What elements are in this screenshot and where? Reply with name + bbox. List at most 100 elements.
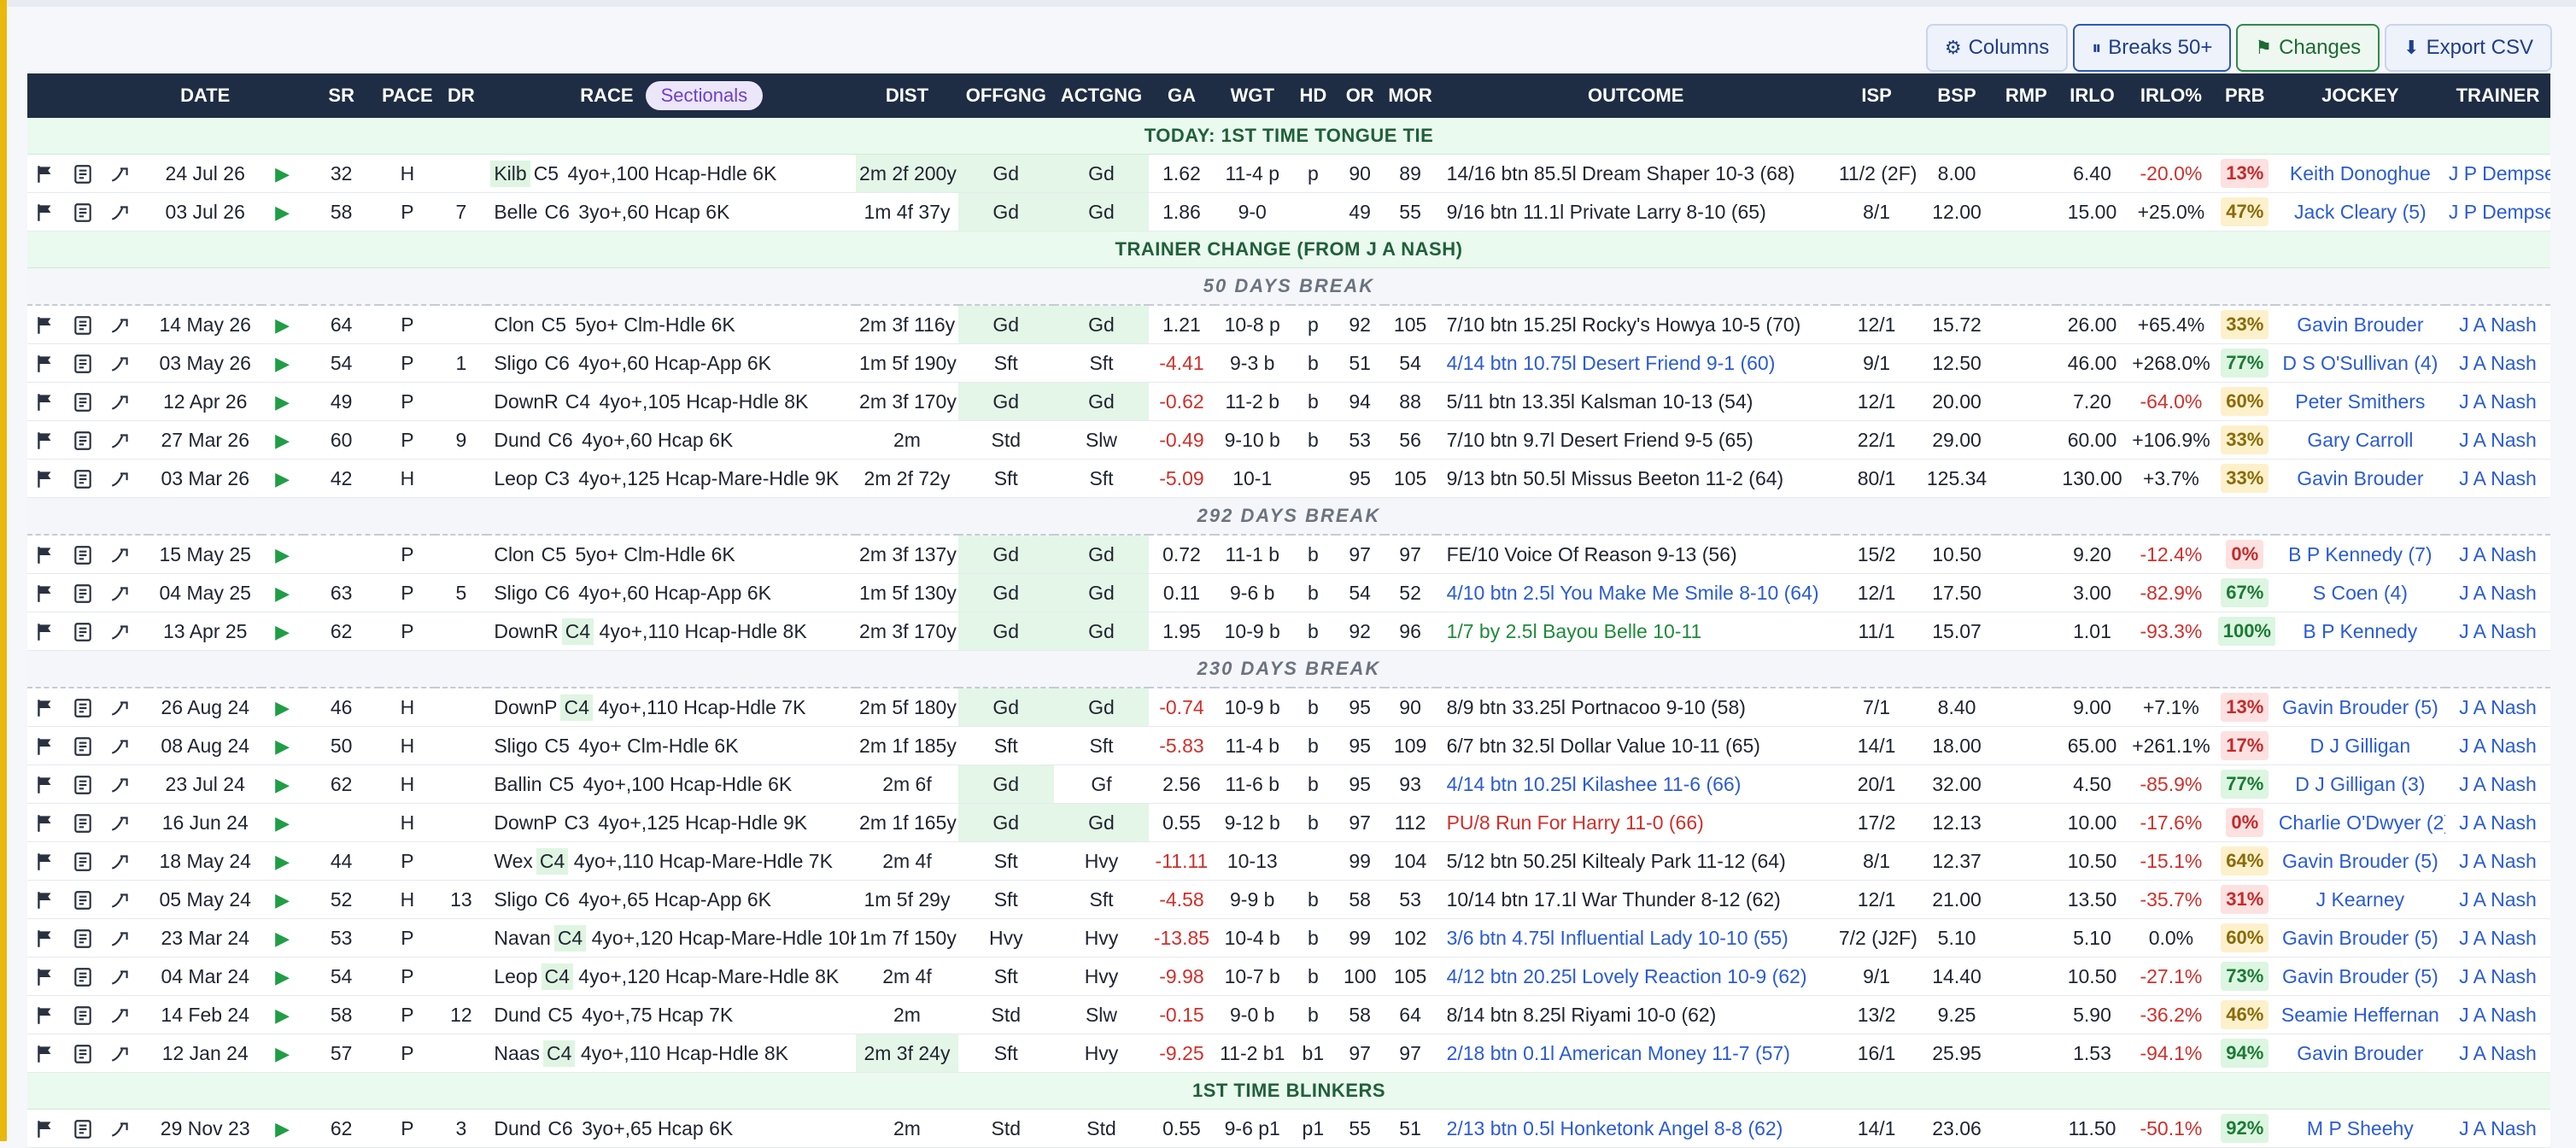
- trainer-link[interactable]: J A Nash: [2444, 1109, 2550, 1148]
- race-description[interactable]: DownP C4 4yo+,110 Hcap-Hdle 7K: [487, 687, 857, 727]
- flag-icon[interactable]: [34, 583, 56, 605]
- trainer-link[interactable]: J A Nash: [2444, 612, 2550, 651]
- trainer-link[interactable]: J A Nash: [2444, 841, 2550, 881]
- race-description[interactable]: Sligo C6 4yo+,60 Hcap-App 6K: [487, 573, 857, 612]
- notes-icon[interactable]: [72, 774, 94, 796]
- flag-icon[interactable]: [34, 1004, 56, 1027]
- export-csv-button[interactable]: ⬇ Export CSV: [2385, 24, 2552, 72]
- trainer-link[interactable]: J A Nash: [2444, 880, 2550, 919]
- trend-icon[interactable]: [109, 966, 132, 988]
- play-icon[interactable]: ▶: [275, 965, 290, 987]
- jockey-link[interactable]: Seamie Heffernan: [2274, 995, 2445, 1034]
- notes-icon[interactable]: [72, 735, 94, 758]
- jockey-link[interactable]: D J Gilligan (3): [2274, 764, 2445, 804]
- breaks-button[interactable]: ⏸ Breaks 50+: [2073, 24, 2232, 72]
- flag-icon[interactable]: [34, 1043, 56, 1065]
- flag-icon[interactable]: [34, 430, 56, 452]
- col-date[interactable]: DATE: [180, 85, 231, 106]
- notes-icon[interactable]: [72, 1004, 94, 1027]
- table-row[interactable]: 18 May 24 ▶ 44 P Wex C4 4yo+,110 Hcap-Mare-Hd…: [27, 841, 2550, 881]
- race-description[interactable]: Clon C5 5yo+ Clm-Hdle 6K: [487, 304, 857, 344]
- race-description[interactable]: Clon C5 5yo+ Clm-Hdle 6K: [487, 534, 857, 574]
- changes-button[interactable]: ⚑ Changes: [2236, 24, 2380, 72]
- notes-icon[interactable]: [72, 353, 94, 375]
- trainer-link[interactable]: J A Nash: [2444, 573, 2550, 612]
- jockey-link[interactable]: B P Kennedy: [2274, 612, 2445, 651]
- play-icon[interactable]: ▶: [275, 696, 290, 718]
- trend-icon[interactable]: [109, 735, 132, 758]
- play-icon[interactable]: ▶: [275, 927, 290, 949]
- notes-icon[interactable]: [72, 1118, 94, 1140]
- col-dr[interactable]: DR: [447, 85, 475, 106]
- play-icon[interactable]: ▶: [275, 850, 290, 872]
- jockey-link[interactable]: Peter Smithers: [2274, 382, 2445, 421]
- table-row[interactable]: 03 May 26 ▶ 54 P 1 Sligo C6 4yo+,60 Hcap-App 6…: [27, 343, 2550, 383]
- notes-icon[interactable]: [72, 314, 94, 337]
- table-row[interactable]: 13 Apr 25 ▶ 62 P DownR C4 4yo+,110 Hcap-Hdle …: [27, 612, 2550, 651]
- notes-icon[interactable]: [72, 468, 94, 490]
- jockey-link[interactable]: B P Kennedy (7): [2274, 534, 2445, 574]
- race-description[interactable]: Kilb C5 4yo+,100 Hcap-Hdle 6K: [487, 154, 857, 193]
- notes-icon[interactable]: [72, 966, 94, 988]
- trend-icon[interactable]: [109, 468, 132, 490]
- trend-icon[interactable]: [109, 202, 132, 224]
- table-row[interactable]: 15 May 25 ▶ P Clon C5 5yo+ Clm-Hdle 6K 2m 3f …: [27, 534, 2550, 574]
- race-description[interactable]: DownP C3 4yo+,125 Hcap-Hdle 9K: [487, 803, 857, 842]
- notes-icon[interactable]: [72, 889, 94, 911]
- jockey-link[interactable]: M P Sheehy: [2274, 1109, 2445, 1148]
- play-icon[interactable]: ▶: [275, 467, 290, 489]
- trainer-link[interactable]: J A Nash: [2444, 343, 2550, 383]
- col-pace[interactable]: PACE: [382, 85, 433, 106]
- col-irlo-pct[interactable]: IRLO%: [2140, 85, 2202, 106]
- col-jockey[interactable]: JOCKEY: [2321, 85, 2399, 106]
- table-row[interactable]: 27 Mar 26 ▶ 60 P 9 Dund C6 4yo+,60 Hcap 6K 2m St…: [27, 420, 2550, 460]
- flag-icon[interactable]: [34, 812, 56, 835]
- trend-icon[interactable]: [109, 544, 132, 566]
- trainer-link[interactable]: J A Nash: [2444, 459, 2550, 498]
- flag-icon[interactable]: [34, 966, 56, 988]
- flag-icon[interactable]: [34, 735, 56, 758]
- table-row[interactable]: 12 Jan 24 ▶ 57 P Naas C4 4yo+,110 Hcap-Hdle 8…: [27, 1034, 2550, 1073]
- trainer-link[interactable]: J A Nash: [2444, 957, 2550, 996]
- flag-icon[interactable]: [34, 468, 56, 490]
- race-description[interactable]: Belle C6 3yo+,60 Hcap 6K: [487, 192, 857, 231]
- trend-icon[interactable]: [109, 621, 132, 643]
- col-offgng[interactable]: OFFGNG: [965, 85, 1046, 106]
- col-outcome[interactable]: OUTCOME: [1587, 85, 1684, 106]
- table-row[interactable]: 14 May 26 ▶ 64 P Clon C5 5yo+ Clm-Hdle 6K 2m 3…: [27, 304, 2550, 344]
- flag-icon[interactable]: [34, 774, 56, 796]
- play-icon[interactable]: ▶: [275, 773, 290, 795]
- notes-icon[interactable]: [72, 202, 94, 224]
- col-trainer[interactable]: TRAINER: [2456, 85, 2540, 106]
- flag-icon[interactable]: [34, 163, 56, 185]
- notes-icon[interactable]: [72, 697, 94, 719]
- race-description[interactable]: Navan C4 4yo+,120 Hcap-Mare-Hdle 10K: [487, 918, 857, 958]
- table-row[interactable]: 08 Aug 24 ▶ 50 H Sligo C5 4yo+ Clm-Hdle 6K 2m …: [27, 726, 2550, 765]
- col-wgt[interactable]: WGT: [1230, 85, 1274, 106]
- trainer-link[interactable]: J A Nash: [2444, 1034, 2550, 1073]
- trend-icon[interactable]: [109, 774, 132, 796]
- trend-icon[interactable]: [109, 391, 132, 413]
- play-icon[interactable]: ▶: [275, 811, 290, 834]
- columns-button[interactable]: ⚙ Columns: [1925, 24, 2069, 72]
- jockey-link[interactable]: Gavin Brouder (5): [2274, 918, 2445, 958]
- table-row[interactable]: 23 Jul 24 ▶ 62 H Ballin C5 4yo+,100 Hcap-Hdle…: [27, 764, 2550, 804]
- notes-icon[interactable]: [72, 1043, 94, 1065]
- flag-icon[interactable]: [34, 353, 56, 375]
- jockey-link[interactable]: J Kearney: [2274, 880, 2445, 919]
- trend-icon[interactable]: [109, 1118, 132, 1140]
- play-icon[interactable]: ▶: [275, 162, 290, 184]
- flag-icon[interactable]: [34, 889, 56, 911]
- flag-icon[interactable]: [34, 697, 56, 719]
- jockey-link[interactable]: Gavin Brouder: [2274, 304, 2445, 344]
- play-icon[interactable]: ▶: [275, 582, 290, 604]
- flag-icon[interactable]: [34, 544, 56, 566]
- play-icon[interactable]: ▶: [275, 352, 290, 374]
- jockey-link[interactable]: D S O'Sullivan (4): [2274, 343, 2445, 383]
- table-row[interactable]: 14 Feb 24 ▶ 58 P 12 Dund C5 4yo+,75 Hcap 7K 2m S…: [27, 995, 2550, 1034]
- col-race[interactable]: RACE Sectionals: [487, 73, 856, 118]
- race-description[interactable]: Naas C4 4yo+,110 Hcap-Hdle 8K: [487, 1034, 857, 1073]
- jockey-link[interactable]: Keith Donoghue: [2274, 154, 2445, 193]
- trend-icon[interactable]: [109, 163, 132, 185]
- trainer-link[interactable]: J A Nash: [2444, 918, 2550, 958]
